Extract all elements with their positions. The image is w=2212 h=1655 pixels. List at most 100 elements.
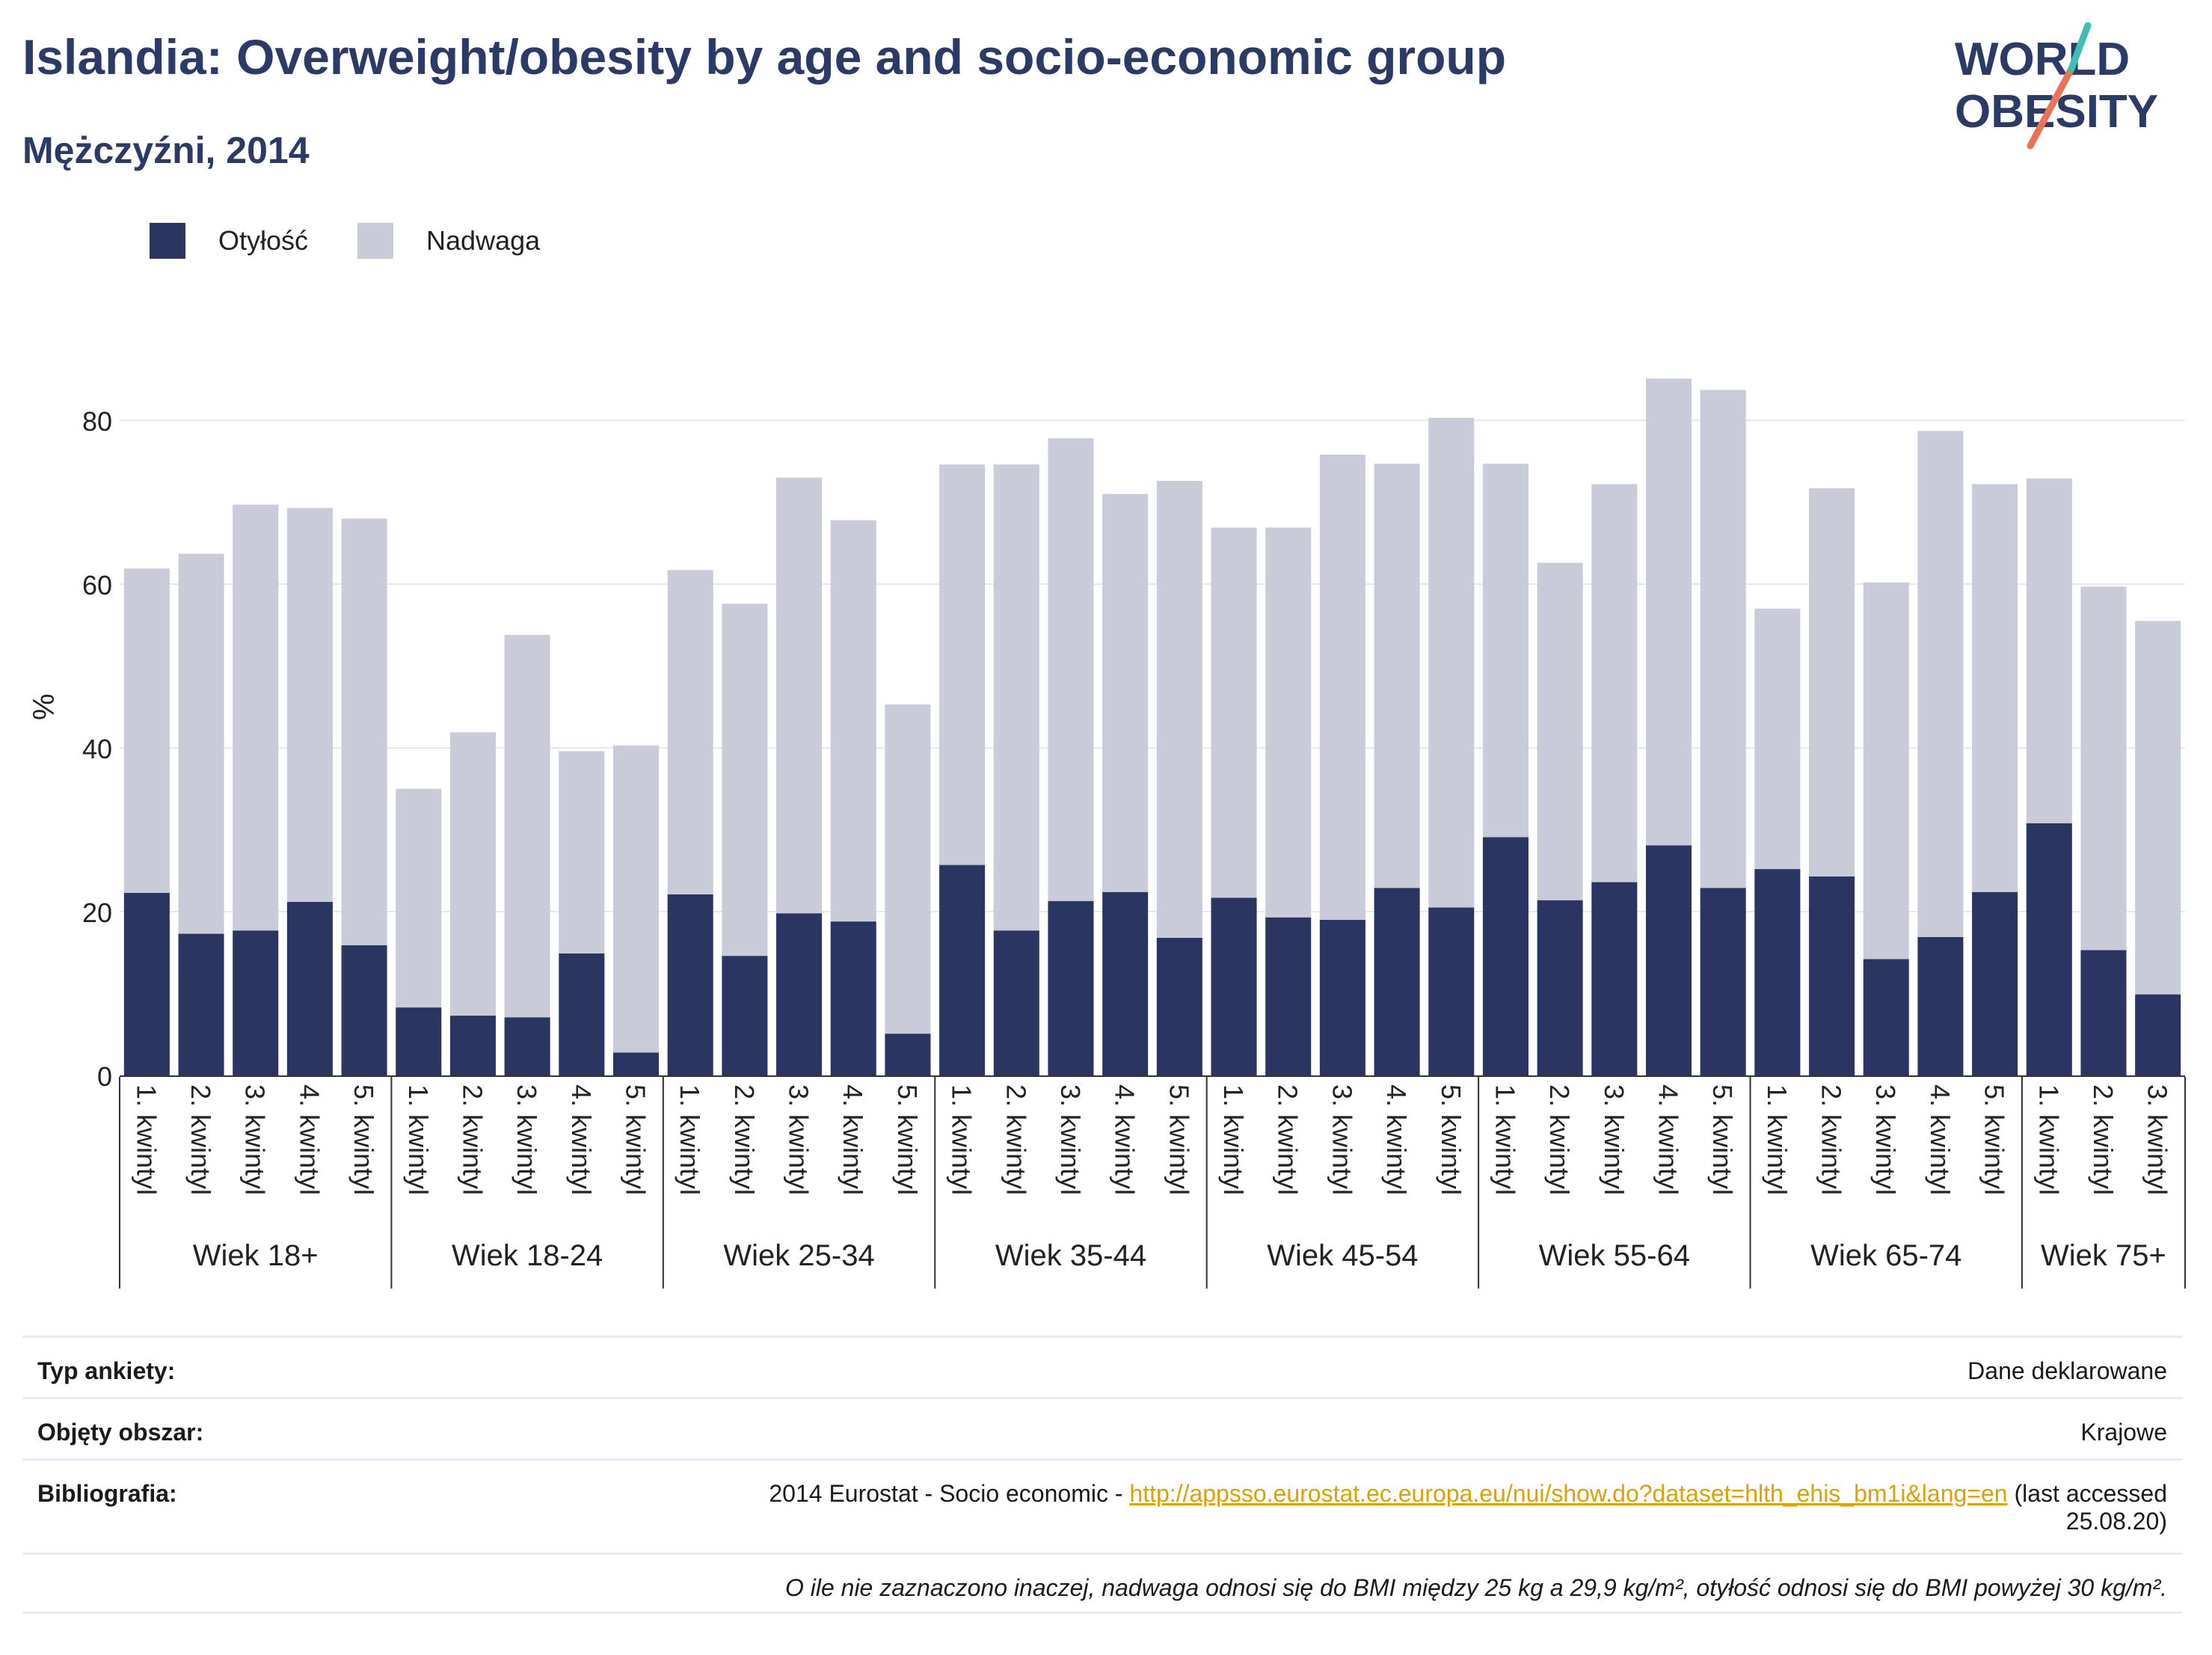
- bar-obesity: [830, 921, 876, 1075]
- x-tick-label: 2. kwintyl: [457, 1084, 488, 1195]
- bibliography-label: Bibliografia:: [37, 1480, 177, 1507]
- bar-obesity: [1917, 936, 1964, 1075]
- bar-overweight: [776, 477, 823, 914]
- x-tick-label: 3. kwintyl: [2142, 1084, 2173, 1195]
- y-tick-label: 40: [82, 734, 112, 764]
- group-label: Wiek 35-44: [995, 1239, 1146, 1272]
- bar-overweight: [1374, 464, 1420, 888]
- bar-obesity: [559, 953, 605, 1075]
- x-tick-label: 1. kwintyl: [1762, 1084, 1792, 1195]
- bibliography-prefix: 2014 Eurostat - Socio economic -: [769, 1480, 1130, 1507]
- bar-obesity: [993, 930, 1039, 1075]
- logo-line1: WORLD: [1955, 34, 2130, 85]
- x-tick-label: 5. kwintyl: [1707, 1084, 1738, 1195]
- bar-overweight: [1645, 378, 1692, 846]
- bibliography-link[interactable]: http://appsso.eurostat.ec.europa.eu/nui/…: [1129, 1480, 2008, 1507]
- bar-overweight: [1156, 481, 1202, 939]
- x-tick-label: 2. kwintyl: [1544, 1084, 1575, 1195]
- x-tick-label: 4. kwintyl: [1925, 1084, 1956, 1195]
- info-row-bibliography: Bibliografia: 2014 Eurostat - Socio econ…: [22, 1458, 2182, 1553]
- x-tick-label: 4. kwintyl: [1110, 1084, 1140, 1195]
- bibliography-value: 2014 Eurostat - Socio economic - http://…: [769, 1480, 2167, 1553]
- survey-type-label: Typ ankiety:: [37, 1357, 176, 1384]
- x-tick-label: 3. kwintyl: [784, 1084, 814, 1195]
- bar-obesity: [1374, 888, 1420, 1075]
- info-row-area: Objęty obszar: Krajowe: [22, 1397, 2182, 1458]
- bar-overweight: [939, 464, 986, 865]
- bar-overweight: [123, 568, 170, 893]
- bar-overweight: [1482, 464, 1529, 838]
- bar-overweight: [341, 518, 387, 945]
- bar-obesity: [178, 933, 224, 1075]
- x-tick-label: 1. kwintyl: [403, 1084, 434, 1195]
- bibliography-date: 25.08.20): [2065, 1508, 2167, 1535]
- legend-swatch-obesity: [150, 223, 185, 259]
- y-axis-label: %: [28, 693, 61, 720]
- bar-obesity: [286, 901, 333, 1075]
- x-tick-label: 5. kwintyl: [892, 1084, 923, 1195]
- bar-obesity: [449, 1016, 496, 1075]
- x-tick-label: 3. kwintyl: [240, 1084, 271, 1195]
- group-label: Wiek 18-24: [452, 1239, 603, 1272]
- bar-overweight: [1809, 488, 1855, 876]
- x-tick-label: 3. kwintyl: [1055, 1084, 1086, 1195]
- bar-obesity: [1265, 917, 1312, 1075]
- x-tick-label: 1. kwintyl: [675, 1084, 705, 1195]
- group-label: Wiek 25-34: [723, 1239, 874, 1272]
- bar-overweight: [1102, 494, 1149, 892]
- bar-overweight: [612, 745, 660, 1053]
- x-tick-label: 4. kwintyl: [1653, 1084, 1684, 1195]
- bar-overweight: [1591, 484, 1638, 882]
- chart-legend: Otyłość Nadwaga: [150, 223, 589, 259]
- x-tick-label: 4. kwintyl: [294, 1084, 325, 1195]
- bar-obesity: [504, 1017, 550, 1075]
- group-label: Wiek 75+: [2041, 1239, 2166, 1272]
- group-label: Wiek 18+: [193, 1239, 319, 1272]
- x-tick-label: 5. kwintyl: [1164, 1084, 1194, 1195]
- group-label: Wiek 45-54: [1267, 1239, 1418, 1272]
- bibliography-suffix: (last accessed: [2007, 1480, 2167, 1507]
- y-tick-label: 60: [82, 570, 112, 601]
- bar-overweight: [2080, 586, 2127, 951]
- bar-obesity: [2026, 823, 2072, 1075]
- legend-swatch-overweight: [357, 223, 394, 259]
- group-label: Wiek 55-64: [1539, 1239, 1690, 1272]
- bar-overweight: [1537, 562, 1583, 900]
- info-table: Typ ankiety: Dane deklarowane Objęty obs…: [22, 1336, 2182, 1614]
- x-tick-label: 4. kwintyl: [566, 1084, 597, 1195]
- x-tick-label: 4. kwintyl: [838, 1084, 868, 1195]
- x-tick-label: 2. kwintyl: [2088, 1084, 2119, 1195]
- bar-overweight: [396, 788, 442, 1008]
- bar-overweight: [1211, 527, 1257, 898]
- x-tick-label: 3. kwintyl: [1599, 1084, 1629, 1195]
- bar-obesity: [885, 1034, 931, 1075]
- x-tick-label: 2. kwintyl: [185, 1084, 216, 1195]
- group-label: Wiek 65-74: [1810, 1239, 1961, 1272]
- bar-overweight: [722, 604, 768, 957]
- bar-overweight: [1428, 417, 1475, 908]
- bar-overweight: [1265, 527, 1312, 918]
- x-tick-label: 5. kwintyl: [348, 1084, 379, 1195]
- x-tick-label: 1. kwintyl: [1218, 1084, 1249, 1195]
- y-tick-label: 80: [82, 406, 112, 437]
- chart-subtitle: Mężczyźni, 2014: [22, 129, 310, 171]
- bar-obesity: [1319, 919, 1365, 1075]
- bar-overweight: [449, 732, 496, 1016]
- bar-obesity: [1645, 845, 1692, 1075]
- legend-label-obesity: Otyłość: [218, 225, 309, 256]
- bar-overweight: [1863, 582, 1909, 959]
- bar-obesity: [939, 865, 986, 1075]
- bar-obesity: [667, 894, 713, 1075]
- x-tick-label: 1. kwintyl: [131, 1084, 162, 1195]
- bar-overweight: [2135, 621, 2181, 995]
- bar-obesity: [233, 930, 279, 1075]
- x-tick-label: 4. kwintyl: [1381, 1084, 1412, 1195]
- y-tick-label: 20: [82, 897, 112, 928]
- y-tick-label: 0: [97, 1061, 112, 1092]
- bar-obesity: [1428, 907, 1475, 1075]
- x-tick-label: 2. kwintyl: [1816, 1084, 1847, 1195]
- bar-obesity: [1482, 837, 1529, 1075]
- bar-obesity: [1700, 888, 1746, 1075]
- bar-obesity: [2080, 950, 2127, 1075]
- x-tick-label: 1. kwintyl: [947, 1084, 977, 1195]
